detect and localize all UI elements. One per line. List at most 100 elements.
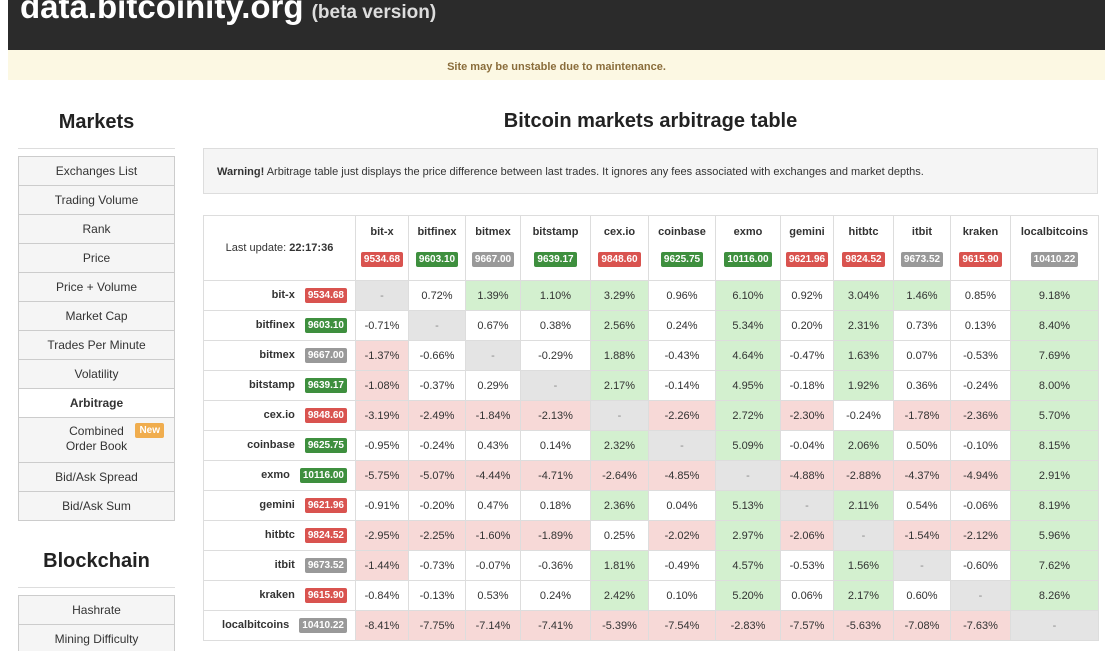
table-cell: -0.36% — [520, 550, 591, 581]
site-name[interactable]: data.bitcoinity.org (beta version) — [20, 0, 436, 26]
table-cell: -7.75% — [408, 610, 466, 641]
menu-item[interactable]: Price — [18, 243, 175, 273]
table-cell: -7.54% — [648, 610, 716, 641]
exchange-name: localbitcoins — [1020, 226, 1089, 238]
table-cell: 5.20% — [715, 580, 781, 611]
exchange-name: bitstamp — [249, 379, 295, 391]
menu-item[interactable]: Rank — [18, 214, 175, 244]
table-cell: 5.70% — [1010, 400, 1099, 431]
table-cell: 0.72% — [408, 280, 466, 311]
table-cell: 0.54% — [893, 490, 951, 521]
table-cell: 5.34% — [715, 310, 781, 341]
table-row: bitfinex 9603.10 -0.71% -0.67% 0.38% 2.56% 0.2… — [203, 310, 1099, 341]
menu-item[interactable]: Combined Order Book New — [18, 417, 175, 463]
column-header: exmo 10116.00 — [715, 215, 781, 281]
menu-item[interactable]: Bid/Ask Spread — [18, 462, 175, 492]
table-cell: 0.92% — [780, 280, 834, 311]
menu-item[interactable]: Price + Volume — [18, 272, 175, 302]
last-update-time: 22:17:36 — [289, 242, 334, 254]
price-badge: 10410.22 — [299, 618, 347, 633]
table-cell: -0.66% — [408, 340, 466, 371]
table-cell: 0.13% — [950, 310, 1011, 341]
table-cell: - — [408, 310, 466, 341]
exchange-name: coinbase — [247, 439, 295, 451]
price-badge: 9667.00 — [304, 348, 347, 363]
table-cell: -1.54% — [893, 520, 951, 551]
table-cell: 0.18% — [520, 490, 591, 521]
exchange-name: bitmex — [259, 349, 295, 361]
table-cell: -2.83% — [715, 610, 781, 641]
table-cell: -2.02% — [648, 520, 716, 551]
exchange-name: localbitcoins — [222, 619, 290, 631]
table-cell: - — [715, 460, 781, 491]
table-cell: -2.95% — [355, 520, 409, 551]
row-label: gemini 9621.96 — [203, 490, 356, 521]
table-cell: 0.96% — [648, 280, 716, 311]
beta-label: (beta version) — [311, 2, 437, 23]
table-cell: - — [1010, 610, 1099, 641]
table-row: hitbtc 9824.52 -2.95% -2.25% -1.60% -1.89% 0.2… — [203, 520, 1099, 551]
table-cell: 9.18% — [1010, 280, 1099, 311]
table-cell: -2.26% — [648, 400, 716, 431]
column-header: localbitcoins 10410.22 — [1010, 215, 1099, 281]
table-cell: 3.04% — [833, 280, 894, 311]
exchange-name: bit-x — [370, 226, 394, 238]
table-cell: -2.12% — [950, 520, 1011, 551]
table-cell: 8.19% — [1010, 490, 1099, 521]
table-cell: -0.14% — [648, 370, 716, 401]
table-cell: 8.00% — [1010, 370, 1099, 401]
table-cell: 1.39% — [465, 280, 521, 311]
table-cell: 7.69% — [1010, 340, 1099, 371]
price-badge: 9848.60 — [598, 252, 641, 267]
table-cell: 0.53% — [465, 580, 521, 611]
table-cell: 1.81% — [590, 550, 649, 581]
menu-item[interactable]: Hashrate — [18, 595, 175, 625]
column-header: itbit 9673.52 — [893, 215, 951, 281]
price-badge: 9673.52 — [900, 252, 944, 267]
site-title[interactable]: data.bitcoinity.org — [20, 0, 304, 25]
table-cell: -2.64% — [590, 460, 649, 491]
menu-label[interactable]: Combined Order Book — [65, 424, 128, 453]
price-badge: 9534.68 — [304, 288, 347, 303]
table-row: bitstamp 9639.17 -1.08% -0.37% 0.29% -2.17% -0… — [203, 370, 1099, 401]
table-cell: -4.44% — [465, 460, 521, 491]
table-cell: 2.32% — [590, 430, 649, 461]
table-cell: -1.89% — [520, 520, 591, 551]
menu-item[interactable]: Market Cap — [18, 301, 175, 331]
menu-item[interactable]: Trading Volume — [18, 185, 175, 215]
page-title: Bitcoin markets arbitrage table — [503, 110, 798, 132]
menu-item[interactable]: Volatility — [18, 359, 175, 389]
arbitrage-table: Last update: 22:17:36 bit-x 9534.68 bitfine… — [203, 215, 1099, 641]
table-cell: 2.42% — [590, 580, 649, 611]
table-cell: 0.38% — [520, 310, 591, 341]
exchange-name: bitstamp — [532, 226, 579, 238]
table-cell: -0.71% — [355, 310, 409, 341]
menu-item[interactable]: Arbitrage — [18, 388, 175, 418]
table-cell: - — [780, 490, 834, 521]
table-cell: 1.88% — [590, 340, 649, 371]
table-row: bitmex 9667.00 -1.37% -0.66% - -0.29% 1.88% -0.… — [203, 340, 1099, 371]
table-row: bit-x 9534.68-0.72% 1.39% 1.10% 3.29% 0.96% 6.… — [203, 280, 1099, 311]
table-cell: 1.56% — [833, 550, 894, 581]
table-cell: 2.31% — [833, 310, 894, 341]
column-header: cex.io 9848.60 — [590, 215, 649, 281]
table-cell: -0.10% — [950, 430, 1011, 461]
table-cell: -7.41% — [520, 610, 591, 641]
row-label: exmo 10116.00 — [203, 460, 356, 491]
price-badge: 9639.17 — [304, 378, 347, 393]
menu-item[interactable]: Bid/Ask Sum — [18, 491, 175, 521]
section-title: Markets — [18, 100, 175, 149]
table-cell: -0.91% — [355, 490, 409, 521]
exchange-name: coinbase — [658, 226, 706, 238]
table-cell: -5.75% — [355, 460, 409, 491]
menu-item[interactable]: Trades Per Minute — [18, 330, 175, 360]
menu-item[interactable]: Exchanges List — [18, 156, 175, 186]
price-badge: 9625.75 — [660, 252, 704, 267]
table-row: gemini 9621.96 -0.91% -0.20% 0.47% 0.18% 2.36%… — [203, 490, 1099, 521]
exchange-name: exmo — [261, 469, 290, 481]
table-cell: -0.37% — [408, 370, 466, 401]
table-cell: 2.97% — [715, 520, 781, 551]
column-header: kraken 9615.90 — [950, 215, 1011, 281]
price-badge: 10410.22 — [1030, 252, 1079, 267]
menu-item[interactable]: Mining Difficulty — [18, 624, 175, 651]
